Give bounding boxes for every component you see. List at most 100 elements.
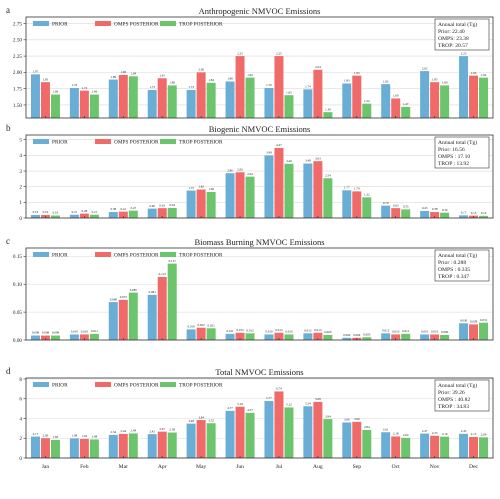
panel-b: b Biogenic NMVOC Emissions 0 1 2 3 4 5 0.19 0.21 0… (6, 123, 494, 222)
bar-value-label: 5.77 (266, 396, 272, 400)
bar-value-label: 0.010 (392, 330, 400, 334)
bar-value-label: 1.76 (266, 83, 272, 87)
bar-value-label: 0.41 (121, 207, 127, 211)
bar-value-label: 5.24 (305, 401, 311, 405)
bar-value-label: 0.38 (432, 207, 438, 211)
legend-label: OMPS POSTERIOR (114, 253, 159, 259)
bar-value-label: 1.92 (247, 73, 253, 77)
bar-value-label: 1.85 (432, 77, 438, 81)
bar-trop-posterior (479, 322, 489, 340)
legend-swatch (95, 252, 111, 257)
bar-trop-posterior (284, 163, 294, 218)
bar-prior (108, 434, 118, 458)
bar-value-label: 1.89 (111, 75, 117, 79)
panel-letter: d (6, 366, 11, 376)
bar-value-label: 1.94 (131, 71, 137, 75)
bar-prior (264, 401, 274, 458)
bar-value-label: 0.010 (285, 330, 293, 334)
legend-label: PRIOR (52, 383, 68, 389)
legend-label: PRIOR (52, 140, 68, 146)
bar-prior (381, 205, 391, 218)
y-tick-label: 0.10 (13, 282, 22, 288)
bar-value-label: 1.66 (53, 90, 59, 94)
legend-label: TROP POSTERIOR (179, 140, 223, 146)
bar-omps-posterior (469, 75, 479, 118)
bar-value-label: 1.60 (393, 94, 399, 98)
bar-value-label: 0.17 (461, 211, 467, 215)
legend-swatch (95, 382, 111, 387)
bar-value-label: 0.081 (149, 290, 157, 294)
y-tick-label: 4 (19, 416, 22, 422)
panel-c: c Biomass Burning NMVOC Emissions 0.00 0.05… (6, 236, 494, 344)
annual-total-line: OMPS : 17.10 (438, 154, 470, 160)
y-tick-label: 2.25 (13, 54, 22, 60)
bar-value-label: 0.012 (304, 329, 312, 333)
bar-value-label: 1.97 (33, 70, 39, 74)
bar-prior (225, 410, 235, 458)
bar-omps-posterior (196, 420, 206, 458)
bar-value-label: 1.91 (159, 73, 165, 77)
bar-value-label: 1.77 (344, 185, 350, 189)
bar-value-label: 0.19 (43, 210, 49, 214)
bar-omps-posterior (235, 406, 245, 458)
y-tick-label: 2.50 (13, 38, 22, 44)
y-tick-label: 2 (19, 184, 22, 190)
bar-value-label: 2.42 (149, 429, 155, 433)
bar-value-label: 1.96 (121, 70, 127, 74)
bar-trop-posterior (401, 106, 411, 118)
bar-value-label: 0.63 (159, 203, 165, 207)
bar-trop-posterior (440, 436, 450, 458)
y-tick-label: 0 (19, 216, 22, 222)
bar-trop-posterior (206, 328, 216, 340)
bar-value-label: 1.83 (344, 79, 350, 83)
bar-trop-posterior (245, 77, 255, 118)
bar-value-label: 5.12 (286, 403, 292, 407)
bar-value-label: 0.45 (422, 206, 428, 210)
bar-value-label: 0.013 (275, 328, 283, 332)
bar-value-label: 0.64 (169, 203, 175, 207)
bar-prior (30, 335, 40, 340)
bar-prior (381, 333, 391, 340)
bar-trop-posterior (401, 209, 411, 218)
bar-trop-posterior (323, 178, 333, 218)
bar-omps-posterior (196, 189, 206, 218)
bar-value-label: 1.92 (481, 73, 487, 77)
bar-value-label: 1.82 (198, 185, 204, 189)
legend-label: TROP POSTERIOR (179, 22, 223, 28)
bar-trop-posterior (362, 337, 372, 340)
bar-trop-posterior (128, 292, 138, 340)
bar-value-label: 0.137 (169, 259, 177, 263)
bar-value-label: 0.009 (441, 330, 449, 334)
bar-value-label: 2.67 (159, 427, 165, 431)
bar-trop-posterior (50, 94, 60, 118)
y-tick-label: 3 (19, 169, 22, 175)
panel-title: Anthropogenic NMVOC Emissions (199, 6, 321, 16)
bar-omps-posterior (79, 90, 89, 118)
bar-trop-posterior (128, 433, 138, 458)
annual-total-line: TROP : 13.92 (438, 161, 469, 167)
bar-value-label: 0.55 (403, 205, 409, 209)
panel-a: a Anthropogenic NMVOC Emissions 1.50 1.75 2.… (6, 5, 494, 119)
bar-trop-posterior (89, 439, 99, 458)
bar-value-label: 1.32 (364, 193, 370, 197)
bar-prior (420, 433, 430, 458)
annual-total-box (434, 379, 490, 412)
bar-prior (69, 438, 79, 458)
bar-value-label: 1.95 (354, 71, 360, 75)
bar-prior (342, 422, 352, 458)
bar-value-label: 2.18 (393, 432, 399, 436)
bar-prior (420, 71, 430, 118)
legend-swatch (160, 382, 176, 387)
panel-title: Total NMVOC Emissions (215, 367, 303, 377)
annual-total-line: Prior: 22.40 (438, 29, 465, 35)
bar-value-label: 0.010 (71, 330, 79, 334)
y-tick-label: 2.00 (13, 70, 22, 76)
bar-omps-posterior (118, 211, 128, 218)
bar-omps-posterior (391, 334, 401, 340)
bar-trop-posterior (440, 212, 450, 218)
bar-value-label: 1.52 (364, 99, 370, 103)
annual-total-header: Annual total (Tg) (438, 21, 477, 28)
panel-title: Biomass Burning NMVOC Emissions (194, 237, 324, 247)
bar-value-label: 3.63 (315, 156, 321, 160)
